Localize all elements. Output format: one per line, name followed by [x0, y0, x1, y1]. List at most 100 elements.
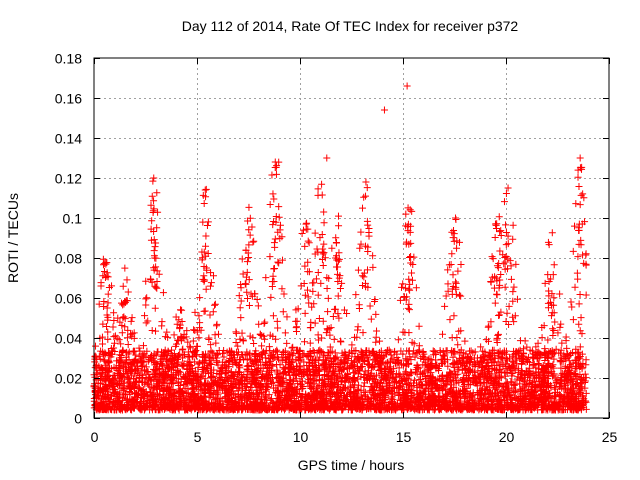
data-point	[179, 362, 187, 370]
data-point	[270, 265, 278, 273]
data-point	[394, 336, 402, 344]
data-point	[253, 296, 261, 304]
data-point	[323, 274, 331, 282]
data-point	[202, 185, 210, 193]
data-point	[208, 373, 216, 381]
data-point	[370, 297, 378, 305]
data-point	[250, 340, 258, 348]
data-point	[410, 253, 418, 261]
data-point	[550, 294, 558, 302]
data-point	[503, 309, 511, 317]
data-point	[582, 250, 590, 258]
data-point	[250, 237, 258, 245]
data-point	[124, 341, 132, 349]
data-point	[154, 382, 162, 390]
data-point	[324, 308, 332, 316]
data-point	[367, 315, 375, 323]
data-point	[215, 330, 223, 338]
data-point	[455, 327, 463, 335]
data-point	[266, 201, 274, 209]
data-point	[354, 370, 362, 378]
data-point	[142, 301, 150, 309]
data-point	[439, 330, 447, 338]
data-point	[258, 342, 266, 350]
data-point	[246, 332, 254, 340]
data-point	[269, 332, 277, 340]
data-point	[576, 343, 584, 351]
data-point	[269, 190, 277, 198]
data-point	[301, 309, 309, 317]
data-point	[202, 285, 210, 293]
data-point	[463, 404, 471, 412]
data-point	[124, 288, 132, 296]
data-point	[283, 313, 291, 321]
data-point	[544, 336, 552, 344]
data-point	[207, 341, 215, 349]
data-point	[195, 334, 203, 342]
data-point	[529, 369, 537, 377]
data-point	[133, 365, 141, 373]
data-point	[359, 204, 367, 212]
data-point	[262, 274, 270, 282]
data-point	[109, 323, 117, 331]
data-point	[552, 345, 560, 353]
data-point	[261, 318, 269, 326]
data-point	[415, 322, 423, 330]
data-point	[232, 329, 240, 337]
data-point	[139, 342, 147, 350]
data-point	[178, 388, 186, 396]
data-point	[239, 270, 247, 278]
data-point	[577, 236, 585, 244]
data-point	[274, 258, 282, 266]
data-point	[582, 291, 590, 299]
data-point	[503, 394, 511, 402]
data-point	[355, 305, 363, 313]
data-point	[375, 396, 383, 404]
data-point	[443, 381, 451, 389]
data-point	[152, 327, 160, 335]
data-point	[186, 344, 194, 352]
data-point	[326, 331, 334, 339]
data-point	[563, 344, 571, 352]
data-point	[142, 277, 150, 285]
data-points	[90, 82, 590, 414]
data-point	[518, 375, 526, 383]
data-point	[399, 280, 407, 288]
data-point	[511, 312, 519, 320]
data-point	[433, 361, 441, 369]
chart-title: Day 112 of 2014, Rate Of TEC Index for r…	[182, 18, 519, 34]
data-point	[540, 322, 548, 330]
data-point	[405, 275, 413, 283]
data-point	[191, 347, 199, 355]
data-point	[532, 343, 540, 351]
data-point	[283, 339, 291, 347]
data-point	[505, 302, 513, 310]
data-point	[292, 317, 300, 325]
data-point	[573, 379, 581, 387]
data-point	[360, 273, 368, 281]
data-point	[127, 380, 135, 388]
data-point	[569, 316, 577, 324]
data-point	[125, 348, 133, 356]
data-point	[232, 339, 240, 347]
data-point	[158, 322, 166, 330]
data-point	[119, 347, 127, 355]
data-point	[316, 353, 324, 361]
data-point	[521, 372, 529, 380]
data-point	[260, 319, 268, 327]
data-point	[214, 388, 222, 396]
data-point	[279, 308, 287, 316]
data-point	[534, 339, 542, 347]
data-point	[303, 286, 311, 294]
data-point	[530, 360, 538, 368]
data-point	[541, 388, 549, 396]
data-point	[501, 283, 509, 291]
data-point	[112, 375, 120, 383]
data-point	[153, 284, 161, 292]
data-point	[457, 260, 465, 268]
data-point	[127, 317, 135, 325]
data-point	[153, 189, 161, 197]
data-point	[204, 362, 212, 370]
data-point	[281, 329, 289, 337]
data-point	[211, 300, 219, 308]
